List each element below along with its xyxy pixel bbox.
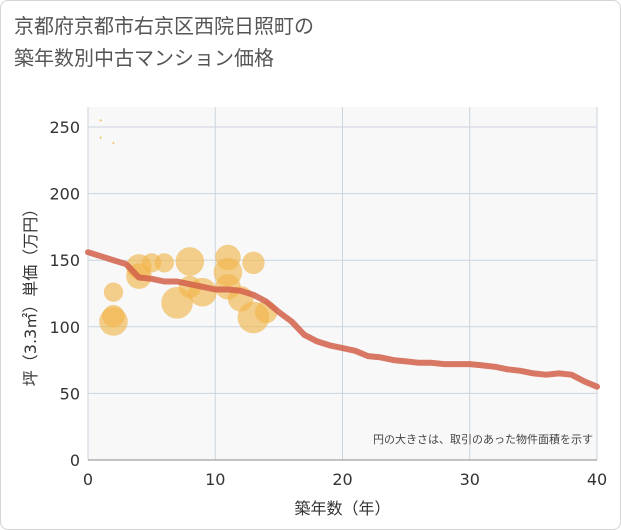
x-tick-label: 0 [83,470,93,489]
average-price-line [85,249,600,390]
y-tick-label: 0 [70,451,80,470]
chart-title: 京都府京都市右京区西院日照町の 築年数別中古マンション価格 [14,10,574,74]
scatter-point [103,282,124,302]
x-tick-label: 30 [460,470,480,489]
scatter-point [175,247,205,276]
y-axis-label: 坪（3.3㎡）単価（万円） [21,201,40,386]
scatter-point [242,251,265,275]
y-tick-label: 50 [60,384,80,403]
y-tick-label: 100 [49,318,80,337]
scatter-point [99,136,102,139]
scatter-point [99,119,102,122]
x-tick-label: 20 [332,470,352,489]
x-tick-label: 10 [205,470,225,489]
y-tick-label: 150 [49,251,80,270]
x-tick-label: 40 [587,470,607,489]
chart-title-line-2: 築年数別中古マンション価格 [14,46,274,70]
chart-title-line-1: 京都府京都市右京区西院日照町の [14,14,314,38]
scatter-point [154,253,175,273]
y-tick-label: 200 [49,185,80,204]
scatter-point [99,307,128,336]
scatter-point [112,141,115,144]
y-tick-label: 250 [49,118,80,137]
bubble-size-note: 円の大きさは、取引のあった物件面積を示す [373,432,593,446]
x-axis-label: 築年数（年） [294,499,390,518]
